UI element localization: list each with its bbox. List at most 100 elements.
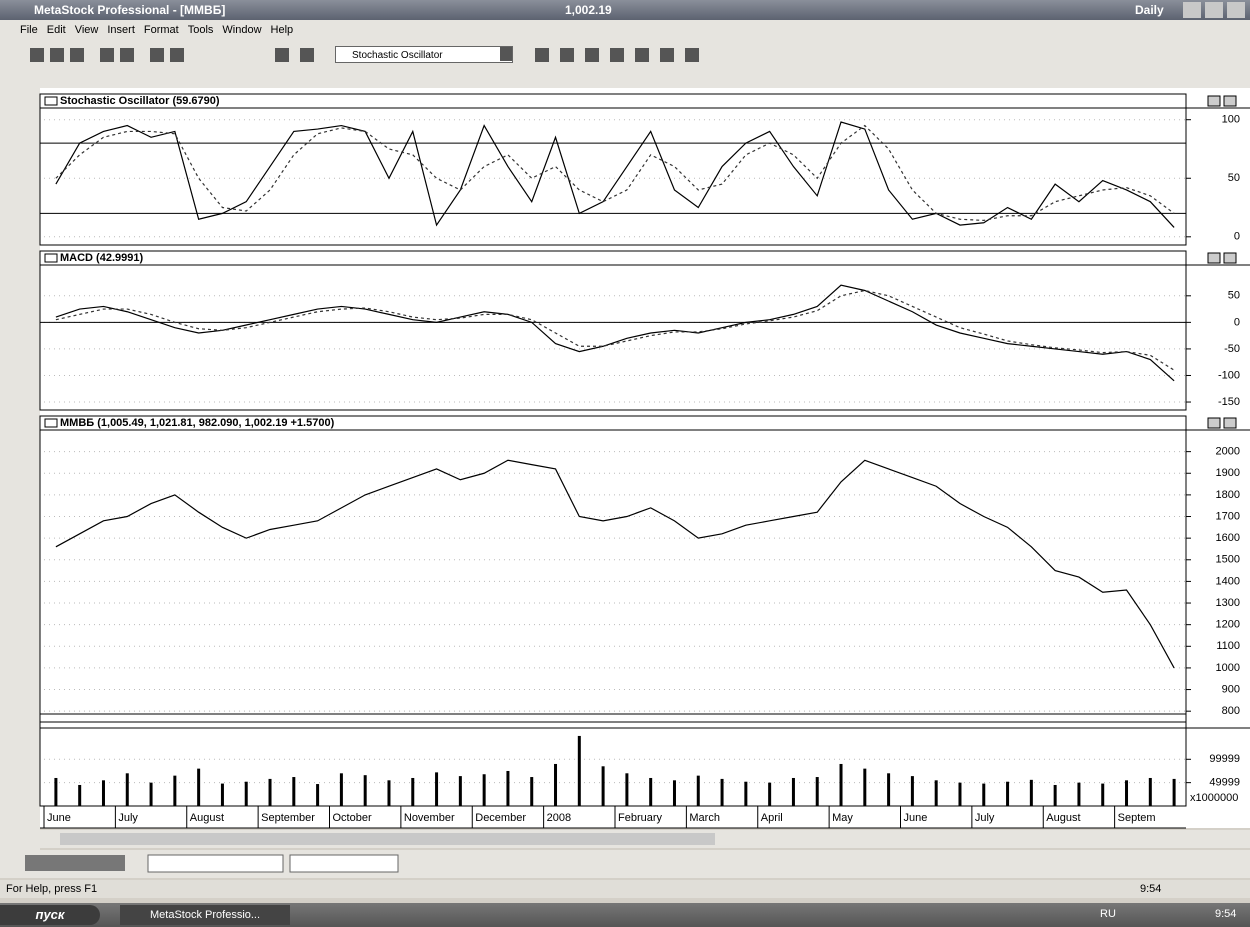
volume-bar	[910, 776, 914, 806]
volume-bar	[1125, 780, 1129, 806]
panel-button[interactable]	[1207, 417, 1221, 429]
x-tick-label: 2008	[547, 812, 571, 824]
tool-button[interactable]	[120, 48, 134, 62]
panel-icon	[44, 418, 58, 428]
y-tick-label: 1000	[1216, 662, 1240, 674]
tool-button[interactable]	[50, 48, 64, 62]
tool-button[interactable]	[660, 48, 674, 62]
volume-bar	[316, 784, 320, 806]
tool-button[interactable]	[70, 48, 84, 62]
x-tick-label: April	[761, 812, 783, 824]
volume-bar	[54, 777, 58, 806]
panel	[39, 415, 1187, 723]
menu-item[interactable]: Edit	[46, 24, 66, 36]
line-style-combo[interactable]	[147, 854, 284, 873]
volume-bar	[220, 783, 224, 806]
x-tick-label: November	[404, 812, 455, 824]
series-line	[55, 124, 1175, 222]
volume-bar	[934, 780, 938, 806]
title-price: 1,002.19	[565, 3, 612, 17]
maximize[interactable]	[1205, 2, 1223, 18]
tool-button[interactable]	[170, 48, 184, 62]
panel-button[interactable]	[1207, 95, 1221, 107]
tool-button[interactable]	[610, 48, 624, 62]
taskbar: пуск MetaStock Professio... RU 9:54	[0, 903, 1250, 927]
x-tick-label: October	[333, 812, 372, 824]
panel	[39, 93, 1187, 246]
volume-bar	[815, 777, 819, 806]
volume-bar	[863, 768, 867, 806]
volume-bar	[554, 763, 558, 806]
language[interactable]: RU	[1100, 908, 1116, 920]
menu-item[interactable]: Help	[270, 24, 294, 36]
task-button[interactable]: MetaStock Professio...	[120, 905, 290, 925]
combo-arrow[interactable]	[500, 47, 512, 61]
indicator-combo[interactable]: Stochastic Oscillator	[335, 46, 513, 63]
menu-item[interactable]: Tools	[187, 24, 214, 36]
menu-item[interactable]: Insert	[107, 24, 135, 36]
volume-bar	[1053, 784, 1057, 806]
y-tick-label: 50	[1228, 172, 1240, 184]
volume-bar	[958, 782, 962, 806]
tool-button[interactable]	[300, 48, 314, 62]
volume-bar	[530, 777, 534, 806]
close[interactable]	[1227, 2, 1245, 18]
tool-button[interactable]	[560, 48, 574, 62]
panel-close[interactable]	[1223, 95, 1237, 107]
menu-item[interactable]: Window	[222, 24, 262, 36]
start-button[interactable]: пуск	[0, 905, 100, 925]
side-toolbar	[0, 88, 40, 878]
y-tick-label: 1500	[1216, 554, 1240, 566]
status-text: For Help, press F1	[6, 883, 98, 895]
volume-bar	[1172, 778, 1176, 806]
chart-canvas	[40, 88, 1250, 828]
volume-bar	[387, 780, 391, 806]
x-tick-label: June	[904, 812, 928, 824]
tool-button[interactable]	[585, 48, 599, 62]
panel-icon	[44, 96, 58, 106]
y-tick-label: 50	[1228, 290, 1240, 302]
line-width-combo[interactable]	[289, 854, 399, 873]
scroll-thumb[interactable]	[60, 833, 715, 845]
x-tick-label: July	[118, 812, 138, 824]
volume-bar	[672, 780, 676, 806]
menu-item[interactable]: Format	[143, 24, 179, 36]
y-tick-label: 1800	[1216, 489, 1240, 501]
tool-button[interactable]	[150, 48, 164, 62]
toolbar: Stochastic Oscillator	[0, 40, 1250, 89]
color-palette[interactable]	[25, 855, 125, 871]
volume-bar	[696, 775, 700, 806]
volume-bar	[625, 773, 629, 806]
volume-bar	[1101, 783, 1105, 806]
panel-close[interactable]	[1223, 252, 1237, 264]
panel-close[interactable]	[1223, 417, 1237, 429]
volume-bar	[982, 783, 986, 806]
x-tick-label: September	[261, 812, 315, 824]
panel-button[interactable]	[1207, 252, 1221, 264]
tool-button[interactable]	[30, 48, 44, 62]
x-tick-label: July	[975, 812, 995, 824]
series-line	[55, 284, 1175, 382]
y-tick-label: 99999	[1209, 753, 1240, 765]
tool-button[interactable]	[275, 48, 289, 62]
minimize[interactable]	[1183, 2, 1201, 18]
menu-item[interactable]: File	[20, 24, 38, 36]
unit-label: x1000000	[1190, 792, 1238, 804]
menu-item[interactable]: View	[74, 24, 99, 36]
volume-bar	[435, 772, 439, 806]
y-tick-label: 1600	[1216, 532, 1240, 544]
panel-title: ММВБ (1,005.49, 1,021.81, 982.090, 1,002…	[60, 417, 335, 429]
tool-button[interactable]	[535, 48, 549, 62]
tool-button[interactable]	[100, 48, 114, 62]
y-tick-label: 1200	[1216, 619, 1240, 631]
tool-button[interactable]	[635, 48, 649, 62]
y-tick-label: 1900	[1216, 467, 1240, 479]
tool-button[interactable]	[685, 48, 699, 62]
y-tick-label: 100	[1222, 114, 1240, 126]
menu-bar: File Edit View Insert Format Tools Window Help	[0, 20, 1250, 40]
y-tick-label: 2000	[1216, 446, 1240, 458]
period[interactable]: Daily	[1135, 3, 1164, 17]
volume-bar	[78, 784, 82, 806]
series-line	[55, 121, 1175, 228]
